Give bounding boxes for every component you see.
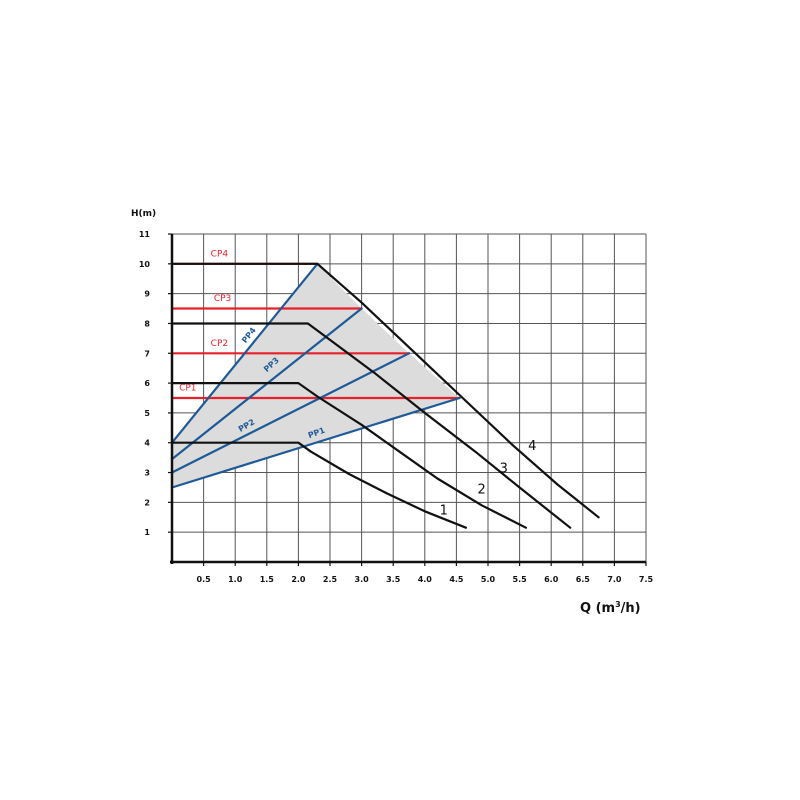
series-line-3: [170, 322, 572, 529]
x-tick-label: 0.5: [197, 575, 212, 584]
series-line-pp2: [170, 352, 411, 474]
series-line-1: [170, 441, 467, 529]
series-label-cp4: CP4: [211, 249, 229, 259]
x-tick-label: 5.0: [481, 575, 496, 584]
series-label-cp1: CP1: [179, 384, 196, 394]
grid: [172, 233, 647, 562]
x-tick-label: 4.0: [418, 575, 433, 584]
y-tick-label: 4: [144, 439, 150, 448]
y-tick-label: 6: [144, 379, 150, 388]
x-tick-label: 1.5: [260, 575, 275, 584]
y-tick-label: 10: [139, 260, 151, 269]
y-tick-label: 11: [139, 230, 151, 239]
series-label-cp2: CP2: [211, 339, 228, 349]
series-line-4: [170, 262, 600, 519]
y-tick-label: 7: [144, 349, 150, 358]
series-line-pp1: [170, 396, 461, 489]
x-tick-label: 3.0: [355, 575, 370, 584]
series-label-2: 2: [478, 482, 486, 497]
y-axis-title: H(m): [131, 209, 156, 219]
series-line-2: [170, 382, 527, 529]
series-label-3: 3: [500, 462, 508, 477]
shaded-operating-region: [172, 263, 460, 488]
y-tick-label: 9: [144, 290, 150, 299]
series-label-cp3: CP3: [214, 294, 231, 304]
operating-region: [172, 263, 460, 488]
tick-labels: 0.5 1.0 1.5 2.0 2.5 3.0 3.5 4.0 4.5 5.0 5.5 6.0 6.5 7…: [139, 230, 654, 584]
y-tick-label: 5: [144, 409, 150, 418]
y-tick-label: 1: [144, 528, 150, 537]
x-tick-label: 5.5: [513, 575, 528, 584]
plot-frame: [168, 233, 647, 566]
series-label-1: 1: [440, 503, 448, 518]
x-tick-label: 3.5: [386, 575, 401, 584]
x-axis-title: Q (m3/h): [580, 600, 641, 616]
x-tick-label: 7.0: [607, 575, 622, 584]
y-tick-label: 8: [144, 319, 150, 328]
series-line-pp4: [170, 262, 319, 444]
x-tick-label: 2.5: [323, 575, 338, 584]
x-tick-label: 1.0: [228, 575, 243, 584]
series-lines: [170, 262, 600, 529]
x-tick-label: 6.0: [544, 575, 559, 584]
x-tick-label: 2.0: [291, 575, 306, 584]
x-tick-label: 6.5: [576, 575, 591, 584]
series-label-4: 4: [528, 439, 536, 454]
x-tick-label: 7.5: [639, 575, 654, 584]
x-tick-label: 4.5: [449, 575, 464, 584]
y-tick-label: 2: [144, 498, 150, 507]
y-tick-label: 3: [144, 469, 150, 478]
